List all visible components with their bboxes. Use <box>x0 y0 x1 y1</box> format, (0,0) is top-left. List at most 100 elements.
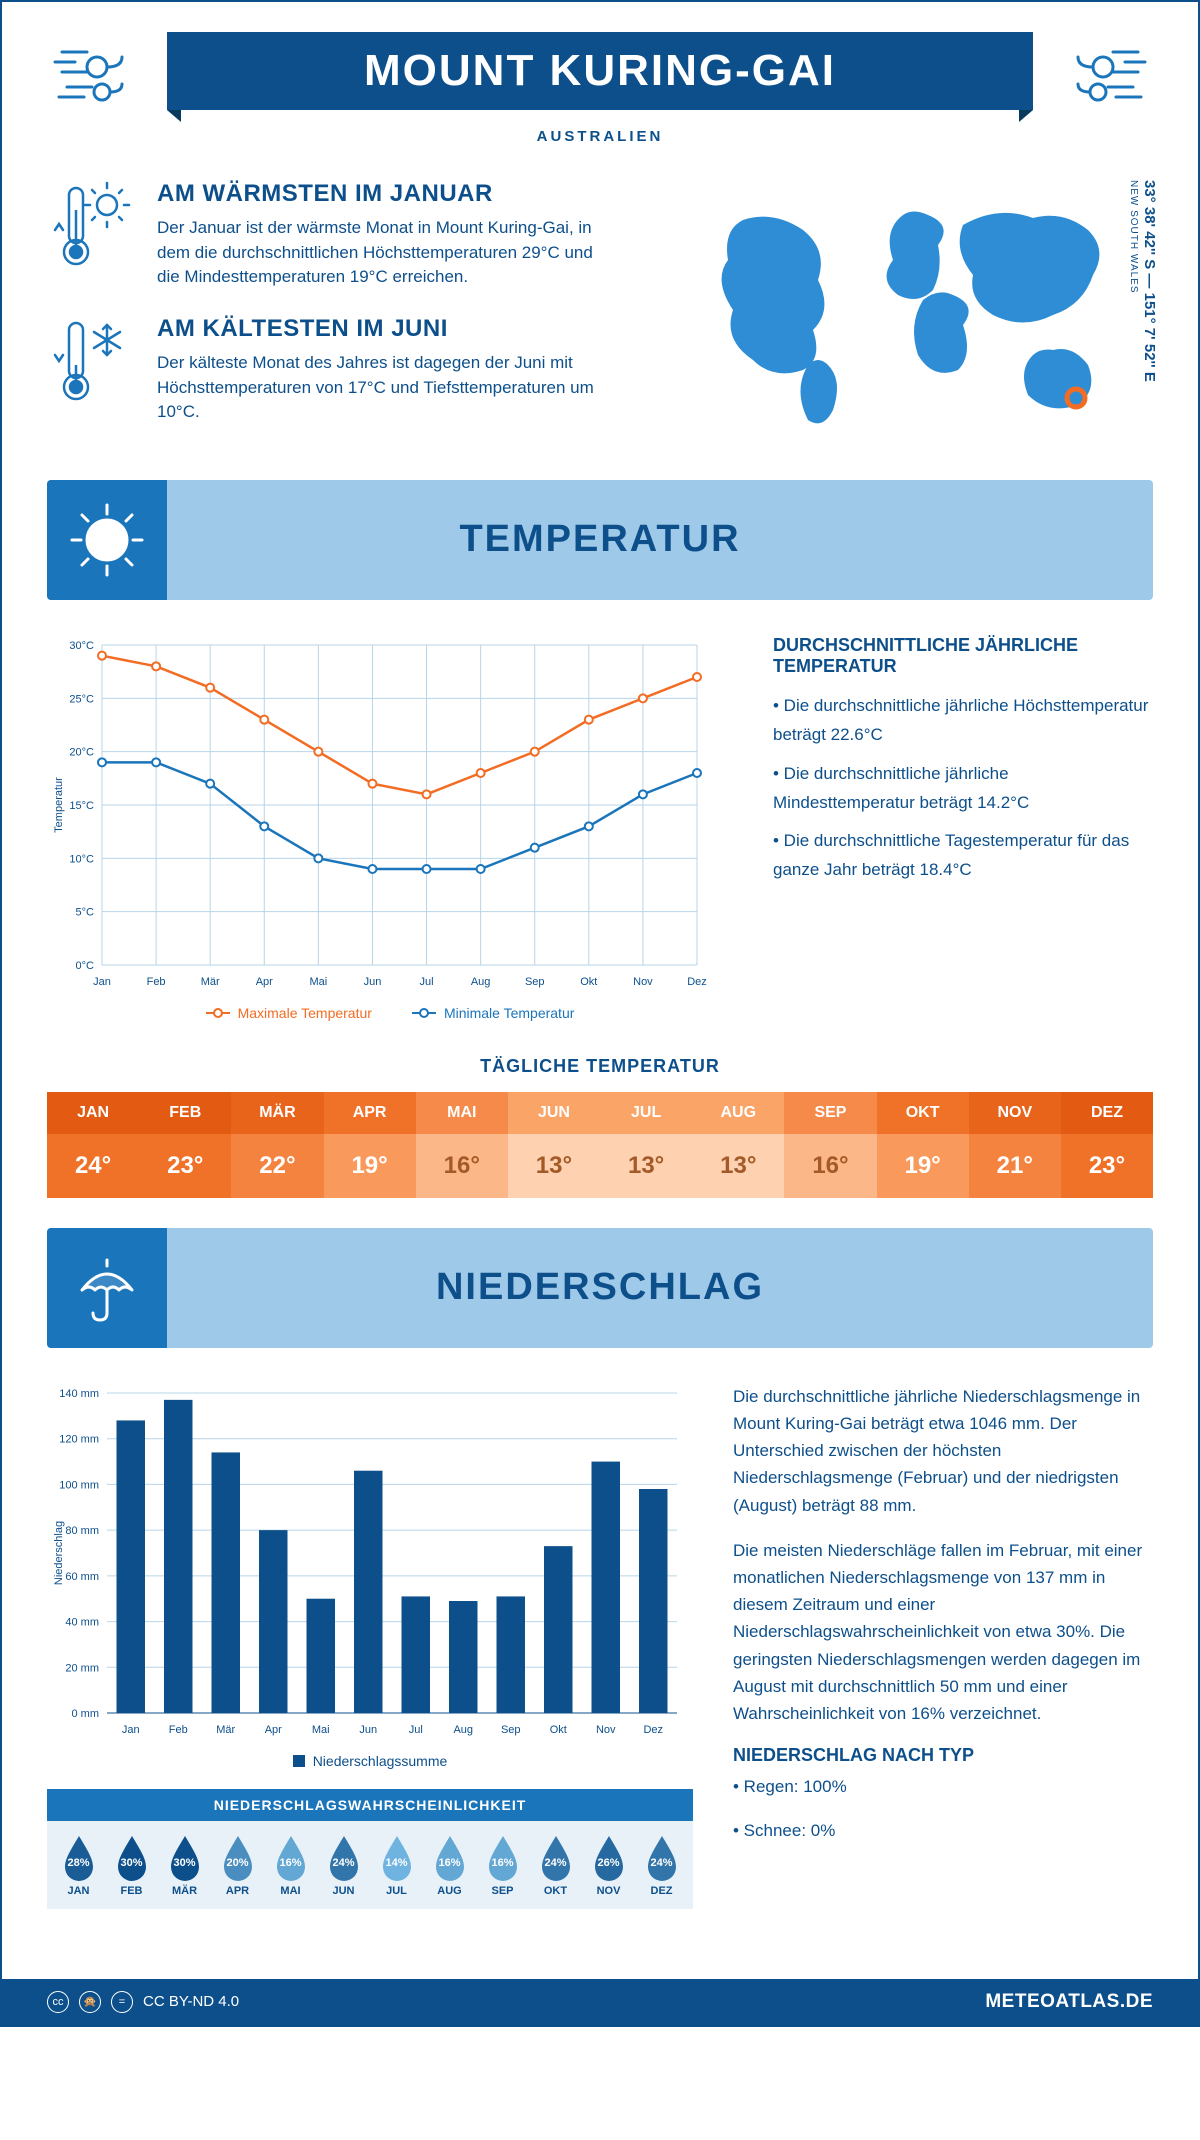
daily-temp-title: TÄGLICHE TEMPERATUR <box>47 1056 1153 1077</box>
svg-text:Sep: Sep <box>501 1724 521 1736</box>
precip-type: • Schnee: 0% <box>733 1818 1153 1844</box>
temp-col: NOV 21° <box>969 1092 1061 1198</box>
header: MOUNT KURING-GAI AUSTRALIEN <box>47 32 1153 145</box>
drop-icon: 26% <box>590 1833 628 1881</box>
svg-text:20 mm: 20 mm <box>65 1662 99 1674</box>
svg-text:10°C: 10°C <box>69 853 94 865</box>
probability-title: NIEDERSCHLAGSWAHRSCHEINLICHKEIT <box>47 1789 693 1821</box>
world-map-icon <box>693 180 1153 440</box>
thermometer-cold-icon <box>47 315 137 405</box>
svg-text:15°C: 15°C <box>69 800 94 812</box>
cold-title: AM KÄLTESTEN IM JUNI <box>157 315 597 343</box>
wind-icon <box>1033 32 1153 112</box>
drop-icon: 16% <box>484 1833 522 1881</box>
svg-text:Mai: Mai <box>309 976 327 988</box>
temp-col: JUN 13° <box>508 1092 600 1198</box>
license-text: CC BY-ND 4.0 <box>143 1993 239 2010</box>
infographic: MOUNT KURING-GAI AUSTRALIEN AM WÄRMSTEN … <box>0 0 1200 2027</box>
prob-cell: 24% DEZ <box>635 1833 688 1897</box>
cold-text: Der kälteste Monat des Jahres ist dagege… <box>157 351 597 425</box>
svg-text:Mär: Mär <box>216 1724 235 1736</box>
probability-box: NIEDERSCHLAGSWAHRSCHEINLICHKEIT 28% JAN … <box>47 1789 693 1909</box>
prob-cell: 16% SEP <box>476 1833 529 1897</box>
section-bar-precip: NIEDERSCHLAG <box>47 1228 1153 1348</box>
cold-block: AM KÄLTESTEN IM JUNI Der kälteste Monat … <box>47 315 663 425</box>
page-title: MOUNT KURING-GAI <box>207 46 993 96</box>
temp-col: MÄR 22° <box>231 1092 323 1198</box>
svg-text:80 mm: 80 mm <box>65 1525 99 1537</box>
svg-text:Jul: Jul <box>420 976 434 988</box>
svg-text:Dez: Dez <box>687 976 707 988</box>
footer: cc 🙊 = CC BY-ND 4.0 METEOATLAS.DE <box>2 1979 1198 2025</box>
precipitation-bar-chart: 0 mm20 mm40 mm60 mm80 mm100 mm120 mm140 … <box>47 1383 687 1743</box>
umbrella-icon <box>47 1228 167 1348</box>
svg-text:Jan: Jan <box>93 976 111 988</box>
temp-bullet: • Die durchschnittliche Tagestemperatur … <box>773 827 1153 885</box>
thermometer-hot-icon <box>47 180 137 270</box>
nd-icon: = <box>111 1991 133 2013</box>
svg-text:0 mm: 0 mm <box>72 1708 100 1720</box>
svg-text:Jun: Jun <box>364 976 382 988</box>
svg-text:60 mm: 60 mm <box>65 1571 99 1583</box>
prob-cell: 20% APR <box>211 1833 264 1897</box>
precip-p2: Die meisten Niederschläge fallen im Febr… <box>733 1537 1153 1727</box>
coords: 33° 38' 42'' S — 151° 7' 52'' E NEW SOUT… <box>1126 180 1158 382</box>
svg-text:Jun: Jun <box>359 1724 377 1736</box>
temp-side-title: DURCHSCHNITTLICHE JÄHRLICHE TEMPERATUR <box>773 635 1153 677</box>
temp-col: APR 19° <box>324 1092 416 1198</box>
svg-text:20°C: 20°C <box>69 747 94 759</box>
drop-icon: 14% <box>378 1833 416 1881</box>
drop-icon: 24% <box>325 1833 363 1881</box>
prob-cell: 30% MÄR <box>158 1833 211 1897</box>
by-icon: 🙊 <box>79 1991 101 2013</box>
precip-type: • Regen: 100% <box>733 1774 1153 1800</box>
svg-text:100 mm: 100 mm <box>59 1479 99 1491</box>
svg-text:Aug: Aug <box>453 1724 473 1736</box>
drop-icon: 30% <box>166 1833 204 1881</box>
prob-cell: 28% JAN <box>52 1833 105 1897</box>
svg-text:Apr: Apr <box>265 1724 282 1736</box>
svg-text:40 mm: 40 mm <box>65 1616 99 1628</box>
prob-cell: 16% MAI <box>264 1833 317 1897</box>
warm-block: AM WÄRMSTEN IM JANUAR Der Januar ist der… <box>47 180 663 290</box>
daily-temp-table: JAN 24°FEB 23°MÄR 22°APR 19°MAI 16°JUN 1… <box>47 1092 1153 1198</box>
temp-col: JAN 24° <box>47 1092 139 1198</box>
temp-col: AUG 13° <box>692 1092 784 1198</box>
summary-row: AM WÄRMSTEN IM JANUAR Der Januar ist der… <box>47 180 1153 450</box>
section-bar-temp: TEMPERATUR <box>47 480 1153 600</box>
warm-text: Der Januar ist der wärmste Monat in Moun… <box>157 216 597 290</box>
svg-text:Temperatur: Temperatur <box>53 777 65 833</box>
section-title: TEMPERATUR <box>459 518 740 561</box>
precip-p1: Die durchschnittliche jährliche Niedersc… <box>733 1383 1153 1519</box>
svg-text:5°C: 5°C <box>76 907 95 919</box>
svg-text:Okt: Okt <box>580 976 597 988</box>
svg-text:Dez: Dez <box>643 1724 663 1736</box>
prob-cell: 24% JUN <box>317 1833 370 1897</box>
svg-text:Feb: Feb <box>147 976 166 988</box>
title-band: MOUNT KURING-GAI <box>167 32 1033 110</box>
svg-text:25°C: 25°C <box>69 693 94 705</box>
svg-text:0°C: 0°C <box>76 960 95 972</box>
warm-title: AM WÄRMSTEN IM JANUAR <box>157 180 597 208</box>
prob-cell: 30% FEB <box>105 1833 158 1897</box>
temp-bullet: • Die durchschnittliche jährliche Höchst… <box>773 692 1153 750</box>
svg-text:Mär: Mär <box>201 976 220 988</box>
prob-cell: 16% AUG <box>423 1833 476 1897</box>
svg-text:Jul: Jul <box>409 1724 423 1736</box>
temperature-line-chart: 0°C5°C10°C15°C20°C25°C30°CJanFebMärAprMa… <box>47 635 707 995</box>
drop-icon: 24% <box>643 1833 681 1881</box>
prob-cell: 14% JUL <box>370 1833 423 1897</box>
svg-text:Sep: Sep <box>525 976 545 988</box>
site-name: METEOATLAS.DE <box>985 1991 1153 2013</box>
temp-col: SEP 16° <box>784 1092 876 1198</box>
drop-icon: 24% <box>537 1833 575 1881</box>
prob-cell: 26% NOV <box>582 1833 635 1897</box>
sun-icon <box>47 480 167 600</box>
precip-type-title: NIEDERSCHLAG NACH TYP <box>733 1745 1153 1766</box>
drop-icon: 16% <box>272 1833 310 1881</box>
temp-col: JUL 13° <box>600 1092 692 1198</box>
section-title: NIEDERSCHLAG <box>436 1266 764 1309</box>
svg-text:Okt: Okt <box>550 1724 567 1736</box>
drop-icon: 30% <box>113 1833 151 1881</box>
svg-text:Nov: Nov <box>633 976 653 988</box>
